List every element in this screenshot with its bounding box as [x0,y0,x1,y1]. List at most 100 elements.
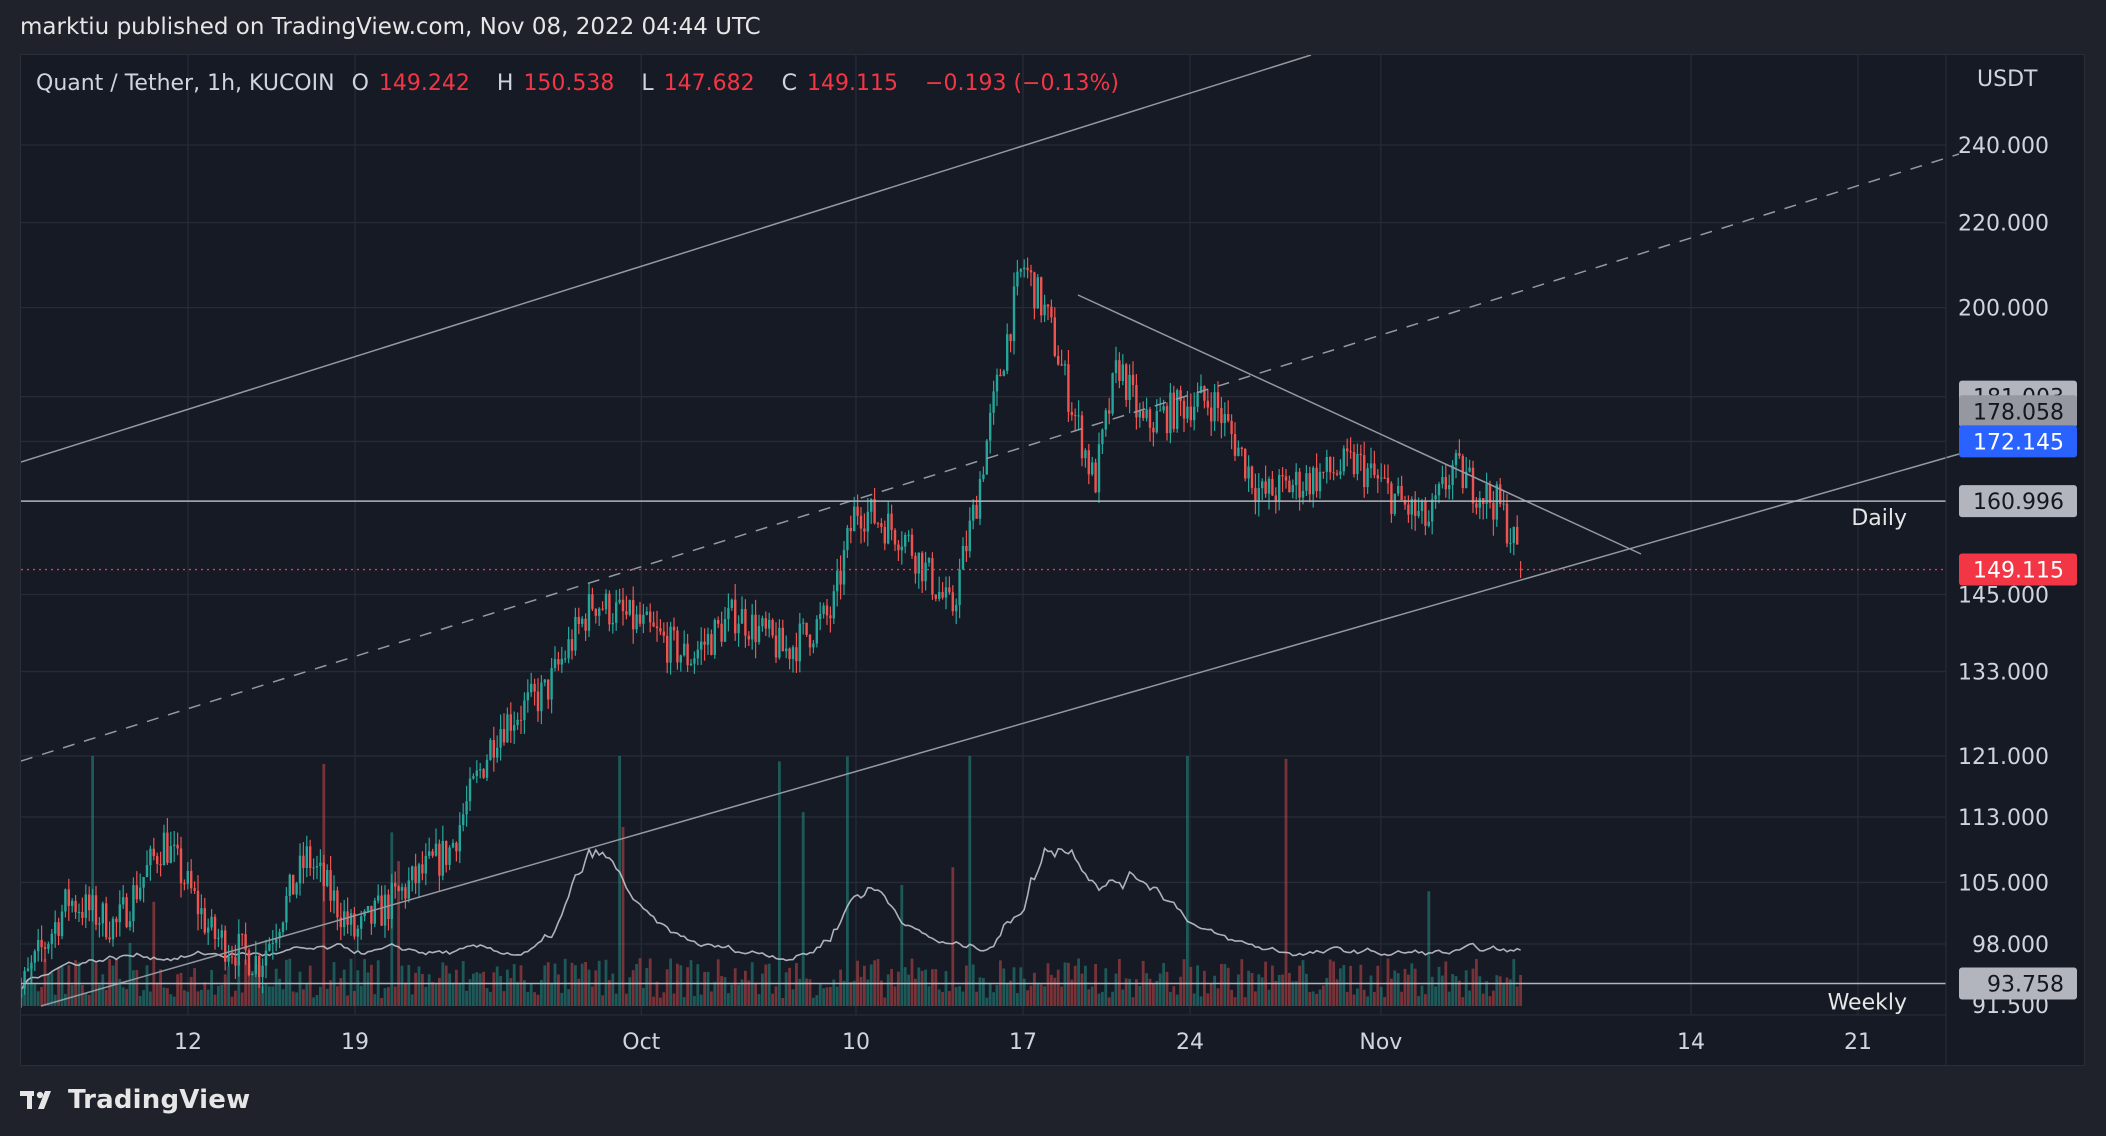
volume-bar [642,987,645,1006]
volume-bar [880,980,883,1006]
volume-bar [1087,989,1091,1006]
candle-up [992,391,995,413]
volume-bar [308,965,312,1006]
volume-bar [1515,986,1519,1006]
volume-bar [992,992,995,1006]
candle-down [625,611,628,615]
volume-bar [523,980,526,1006]
volume-bar [696,964,700,1006]
candle-down [1074,415,1077,417]
volume-bar [1175,994,1179,1006]
volume-bar [560,992,564,1006]
candle-down [1060,364,1063,366]
volume-bar [1223,964,1227,1006]
candle-down [353,913,356,937]
candle-down [873,499,876,524]
volume-bar [240,992,244,1006]
candle-down [414,866,417,884]
volume-bar [655,981,659,1006]
candle-down [594,608,597,616]
volume-ma-line [21,847,1521,992]
candle-down [43,947,47,949]
volume-bar [1155,980,1159,1006]
candle-down [339,917,342,928]
volume-bar [1424,994,1427,1006]
candle-up [1145,409,1148,419]
volume-bar [169,994,173,1006]
candle-up [349,913,353,925]
price-tag [1959,485,2077,518]
candle-up [261,965,264,978]
volume-bar [325,988,329,1006]
volume-bar [444,965,448,1006]
price-chart[interactable]: Daily Weekly USDT 240.000 220.000 200.000 145… [21,55,2085,1066]
candle-up [1509,543,1512,545]
volume-bar [829,986,832,1006]
candle-up [587,594,591,631]
candle-down [710,634,713,655]
footer-brand[interactable]: TradingView [68,1085,251,1115]
volume-bar [710,991,713,1006]
volume-bar [1012,967,1016,1006]
volume-bar [567,989,570,1006]
candle-up [958,569,961,606]
candle-down [329,870,332,901]
candle-up [1278,475,1281,502]
volume-bar [427,974,431,1006]
candle-down [1009,334,1012,342]
candle-up [961,545,965,570]
candle-down [1373,463,1376,476]
volume-bar [393,986,397,1006]
candle-down [1315,467,1318,492]
candle-up [390,882,393,920]
candle-up [812,643,815,648]
candle-up [679,655,682,663]
volume-bar [720,975,723,1006]
volume-bar [1447,991,1451,1006]
candle-down [1067,364,1070,412]
volume-bar [448,973,451,1006]
candle-down [1308,473,1311,495]
volume-bar [1104,968,1108,1006]
volume-bar [431,982,434,1006]
candle-up [1101,429,1104,445]
candle-up [1091,462,1094,475]
volume-bar [1322,985,1325,1006]
tradingview-logo-icon[interactable] [20,1089,58,1111]
volume-bar [145,965,149,1006]
candle-down [258,955,261,978]
volume-bar [64,993,67,1006]
candle-down [445,840,448,865]
chart-panel[interactable]: Daily Weekly USDT 240.000 220.000 200.000 145… [20,54,2085,1066]
volume-bar [179,972,183,1006]
symbol-label[interactable]: Quant / Tether, 1h, KUCOIN [36,71,335,96]
y-tick-label: 240.000 [1958,134,2049,159]
volume-bar [965,965,968,1006]
volume-bar [1152,983,1155,1006]
candle-down [734,599,737,634]
volume-bar [1485,981,1488,1006]
candle-up [485,759,489,778]
volume-bar [1311,991,1315,1006]
candle-up [1267,478,1271,494]
candle-up [1512,526,1515,544]
candle-up [400,887,404,891]
volume-bar [737,984,740,1006]
candle-down [771,619,774,636]
volume-bar [81,985,84,1006]
volume-bar [815,995,819,1006]
volume-bar [1189,966,1193,1006]
candle-down [1210,407,1213,422]
candle-up [1441,477,1444,485]
volume-bar [948,991,951,1006]
volume-bar [189,976,193,1006]
candle-down [1118,360,1121,382]
high-value: 150.538 [523,71,615,96]
candle-up [1237,447,1240,456]
candle-down [1172,392,1175,429]
volume-bar [1118,958,1121,1006]
volume-bar [251,970,254,1006]
candle-down [431,851,434,856]
price-tag [1959,553,2077,586]
price-tag-label: 149.115 [1973,559,2064,584]
